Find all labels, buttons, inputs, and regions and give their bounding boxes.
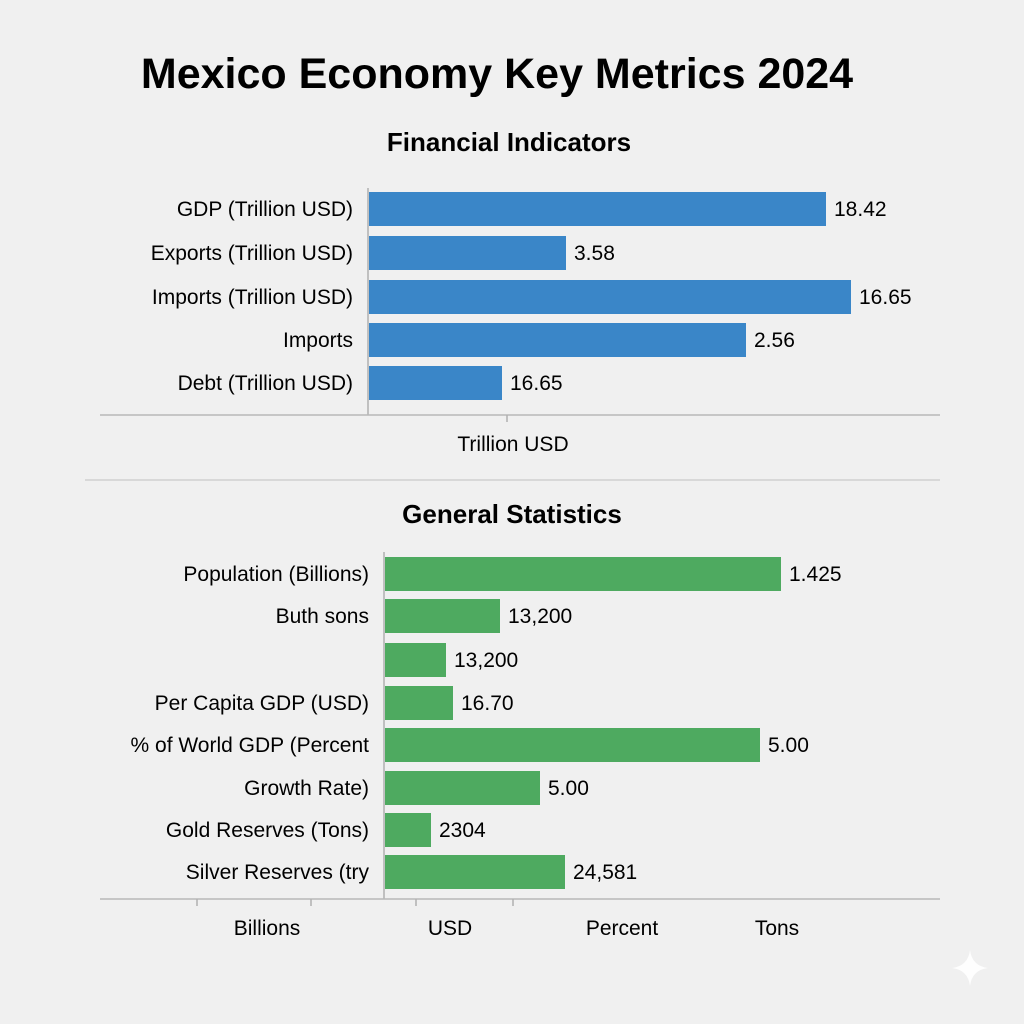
bar <box>385 771 540 805</box>
bar <box>385 855 565 889</box>
category-label: Exports (Trillion USD) <box>151 242 353 265</box>
category-label: Imports (Trillion USD) <box>152 286 353 309</box>
category-label: % of World GDP (Percent <box>131 734 370 757</box>
bar <box>385 599 500 633</box>
category-label: Debt (Trillion USD) <box>178 372 353 395</box>
data-label: 3.58 <box>574 242 615 265</box>
category-label: Silver Reserves (try <box>186 861 370 884</box>
bar <box>385 557 781 591</box>
x-tick-label: Percent <box>586 917 659 940</box>
data-label: 2304 <box>439 819 486 842</box>
data-label: 16.65 <box>510 372 563 395</box>
bar <box>385 728 760 762</box>
bar <box>369 236 566 270</box>
bar <box>369 366 502 400</box>
bar <box>369 192 826 226</box>
category-label: Gold Reserves (Tons) <box>166 819 369 842</box>
data-label: 1.425 <box>789 563 842 586</box>
data-label: 24,581 <box>573 861 637 884</box>
x-axis-label: Trillion USD <box>457 433 568 456</box>
category-label: Per Capita GDP (USD) <box>155 692 369 715</box>
x-tick-label: Tons <box>755 917 799 940</box>
data-label: 18.42 <box>834 198 887 221</box>
data-label: 5.00 <box>548 777 589 800</box>
bar <box>385 813 431 847</box>
sparkle-icon <box>952 950 988 986</box>
x-tick-label: Billions <box>234 917 301 940</box>
general-chart: Population (Billions) 1.425 Buth sons 13,20… <box>100 552 940 940</box>
category-label: Growth Rate) <box>244 777 369 800</box>
chart-title: Mexico Economy Key Metrics 2024 <box>141 50 853 98</box>
bar <box>385 686 453 720</box>
bar <box>385 643 446 677</box>
financial-subtitle: Financial Indicators <box>387 127 631 157</box>
general-subtitle: General Statistics <box>402 499 622 529</box>
category-label: GDP (Trillion USD) <box>177 198 353 221</box>
category-label: Imports <box>283 329 353 352</box>
category-label: Population (Billions) <box>183 563 369 586</box>
data-label: 13,200 <box>454 649 518 672</box>
data-label: 5.00 <box>768 734 809 757</box>
financial-chart: GDP (Trillion USD) 18.42 Exports (Trillion… <box>100 188 940 456</box>
data-label: 13,200 <box>508 605 572 628</box>
data-label: 16.70 <box>461 692 514 715</box>
x-tick-label: USD <box>428 917 472 940</box>
data-label: 16.65 <box>859 286 912 309</box>
data-label: 2.56 <box>754 329 795 352</box>
bar <box>369 323 746 357</box>
category-label: Buth sons <box>276 605 369 628</box>
bar <box>369 280 851 314</box>
